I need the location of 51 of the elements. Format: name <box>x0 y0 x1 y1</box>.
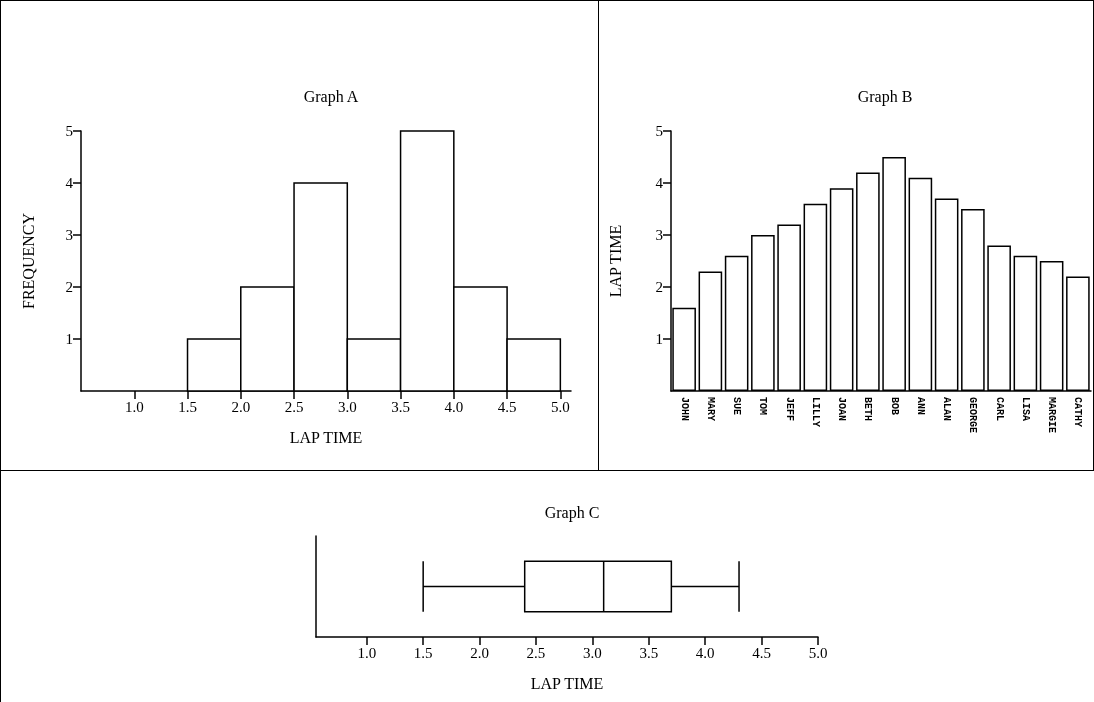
x-tick-label: MARY <box>704 397 716 422</box>
x-tick-label: 2.5 <box>284 398 304 415</box>
y-tick-label: 5 <box>655 123 663 139</box>
x-tick-label: 1.5 <box>178 398 197 415</box>
y-tick-label: 5 <box>65 123 73 139</box>
x-tick-label: 3.5 <box>391 398 410 415</box>
x-tick-label: LISA <box>1019 397 1031 422</box>
y-tick-label: 3 <box>655 227 663 243</box>
x-tick-label: 5.0 <box>550 398 570 415</box>
x-tick-label: ALAN <box>941 397 953 422</box>
x-tick-label: LILLY <box>809 397 821 428</box>
x-axis-title: LAP TIME <box>289 428 363 446</box>
x-tick-label: 4.0 <box>695 644 715 661</box>
x-axis-title: LAP TIME <box>530 674 604 692</box>
x-tick-label: JEFF <box>783 397 795 422</box>
x-tick-label: 1.0 <box>124 398 144 415</box>
x-tick-label: 1.5 <box>413 644 433 661</box>
x-tick-label: TOM <box>757 397 769 416</box>
x-tick-label: 4.0 <box>444 398 464 415</box>
x-tick-label: GEORGE <box>967 397 979 434</box>
x-tick-label: 4.5 <box>752 644 771 661</box>
x-tick-label: SUE <box>731 397 743 416</box>
x-tick-label: 2.0 <box>470 644 489 661</box>
y-axis-title: LAP TIME <box>606 224 624 298</box>
y-tick-label: 3 <box>65 227 73 243</box>
y-tick-label: 4 <box>65 175 74 191</box>
x-tick-label: 2.5 <box>526 644 546 661</box>
x-tick-label: 4.5 <box>497 398 517 415</box>
x-tick-label: CARL <box>993 397 1005 422</box>
x-tick-label: ANN <box>914 397 926 416</box>
x-tick-label: 3.0 <box>337 398 357 415</box>
y-tick-label: 2 <box>655 279 663 295</box>
x-tick-label: BOB <box>888 397 900 416</box>
y-tick-label: 1 <box>655 331 663 347</box>
x-tick-label: 2.0 <box>231 398 251 415</box>
y-tick-label: 1 <box>65 331 73 347</box>
x-tick-label: JOAN <box>836 397 848 422</box>
x-tick-label: 5.0 <box>808 644 828 661</box>
x-tick-label: 3.5 <box>639 644 659 661</box>
chart-title: Graph C <box>544 503 600 522</box>
chart-title: Graph B <box>857 87 913 106</box>
x-tick-label: 3.0 <box>583 644 602 661</box>
y-tick-label: 2 <box>65 279 73 295</box>
y-tick-label: 4 <box>655 175 664 191</box>
x-tick-label: BETH <box>862 397 874 422</box>
x-tick-label: CATHY <box>1072 397 1084 428</box>
x-tick-label: JOHN <box>678 397 690 422</box>
x-tick-label: 1.0 <box>357 644 377 661</box>
y-axis-title: FREQUENCY <box>19 212 37 310</box>
chart-title: Graph A <box>303 87 359 106</box>
x-tick-label: MARGIE <box>1046 397 1058 434</box>
